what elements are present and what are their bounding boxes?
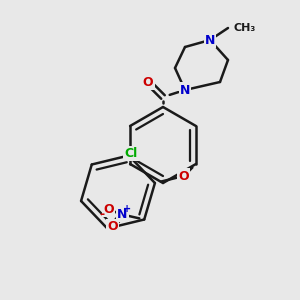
Text: N: N [205,34,215,46]
Text: CH₃: CH₃ [234,23,256,33]
Text: N: N [180,83,190,97]
Text: +: + [123,205,131,214]
Text: O: O [178,169,189,182]
Text: Cl: Cl [124,147,137,160]
Text: O: O [143,76,153,88]
Text: O: O [107,220,118,233]
Text: N: N [117,208,128,221]
Text: -: - [100,208,105,221]
Text: O: O [103,203,113,216]
